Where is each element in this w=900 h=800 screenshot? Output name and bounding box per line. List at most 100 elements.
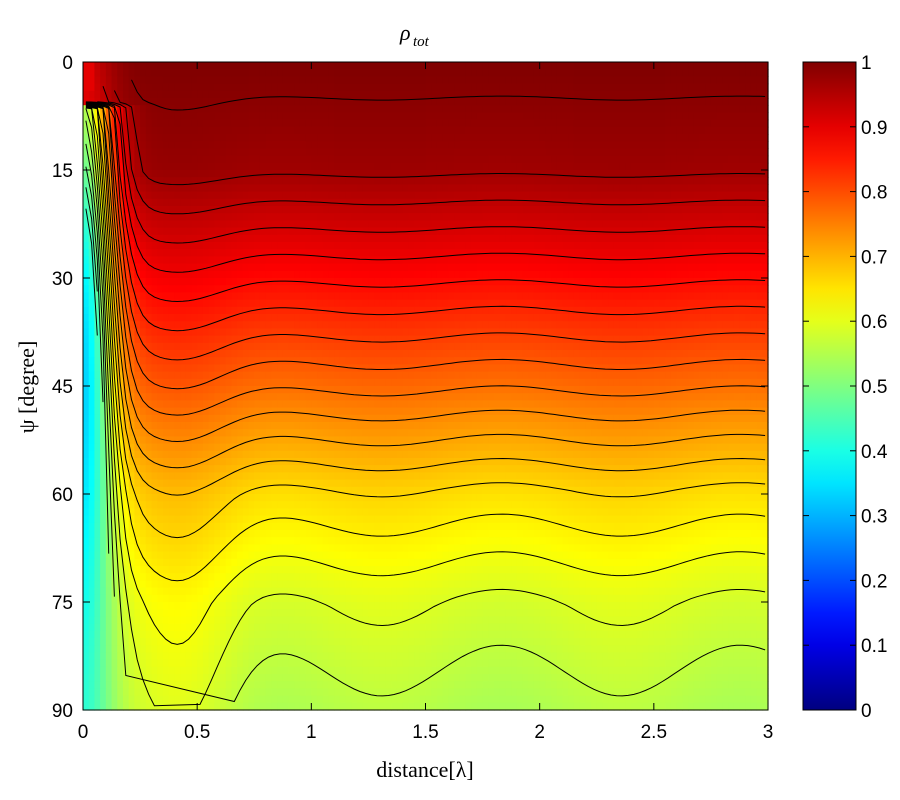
heatmap-cell (573, 306, 581, 315)
heatmap-cell (162, 184, 170, 193)
heatmap-cell (659, 328, 666, 337)
heatmap-cell (539, 328, 546, 337)
heatmap-cell (185, 278, 193, 286)
heatmap-cell (585, 256, 592, 265)
heatmap-cell (710, 98, 718, 106)
heatmap-cell (682, 191, 689, 200)
heatmap-cell (533, 350, 541, 358)
heatmap-cell (539, 335, 546, 344)
heatmap-cell (573, 112, 581, 121)
heatmap-cell (391, 184, 398, 193)
heatmap-cell (459, 76, 467, 85)
heatmap-cell (488, 62, 495, 70)
heatmap-cell (739, 220, 746, 229)
heatmap-cell (122, 234, 130, 243)
heatmap-cell (419, 206, 427, 214)
heatmap-cell (248, 278, 255, 286)
heatmap-cell (619, 170, 626, 178)
heatmap-cell (579, 350, 586, 358)
heatmap-cell (305, 177, 312, 185)
heatmap-cell (705, 206, 712, 214)
heatmap-cell (676, 321, 683, 329)
heatmap-cell (117, 119, 124, 128)
heatmap-cell (459, 184, 467, 193)
heatmap-cell (88, 155, 96, 164)
heatmap-cell (385, 184, 392, 193)
heatmap-cell (231, 148, 238, 157)
heatmap-cell (436, 134, 444, 142)
heatmap-cell (271, 292, 278, 301)
heatmap-cell (282, 134, 290, 142)
heatmap-cell (539, 69, 546, 77)
heatmap-cell (670, 191, 678, 200)
heatmap-cell (653, 170, 661, 178)
heatmap-cell (528, 278, 535, 286)
heatmap-cell (522, 148, 529, 157)
heatmap-cell (368, 227, 375, 236)
heatmap-cell (710, 126, 718, 135)
heatmap-cell (728, 328, 735, 337)
heatmap-cell (516, 342, 524, 351)
heatmap-cell (105, 184, 113, 193)
heatmap-cell (271, 256, 278, 265)
heatmap-cell (202, 105, 210, 113)
heatmap-cell (351, 342, 358, 351)
heatmap-cell (317, 213, 324, 221)
heatmap-cell (385, 335, 392, 344)
heatmap-cell (516, 184, 524, 193)
heatmap-cell (448, 256, 455, 265)
heatmap-cell (357, 249, 364, 257)
heatmap-cell (294, 292, 301, 301)
heatmap-cell (568, 242, 575, 250)
heatmap-cell (522, 184, 529, 193)
heatmap-cell (128, 256, 135, 265)
heatmap-cell (357, 83, 364, 92)
heatmap-cell (539, 342, 546, 351)
heatmap-cell (573, 162, 581, 171)
heatmap-cell (585, 148, 592, 157)
heatmap-cell (613, 234, 621, 243)
heatmap-cell (248, 256, 255, 265)
heatmap-cell (94, 170, 101, 178)
heatmap-cell (431, 69, 438, 77)
heatmap-cell (368, 213, 375, 221)
heatmap-cell (134, 285, 141, 293)
heatmap-cell (653, 342, 661, 351)
heatmap-cell (294, 198, 301, 207)
heatmap-cell (562, 184, 569, 193)
heatmap-cell (699, 249, 706, 257)
heatmap-cell (625, 141, 632, 149)
heatmap-cell (248, 105, 255, 113)
heatmap-cell (208, 335, 215, 344)
heatmap-cell (613, 105, 621, 113)
heatmap-cell (259, 249, 267, 257)
heatmap-cell (237, 177, 244, 185)
heatmap-cell (419, 278, 427, 286)
heatmap-cell (242, 141, 250, 149)
heatmap-cell (317, 112, 324, 121)
heatmap-cell (334, 278, 341, 286)
heatmap-cell (762, 198, 769, 207)
heatmap-cell (739, 76, 746, 85)
heatmap-cell (396, 242, 404, 250)
heatmap-cell (750, 321, 758, 329)
heatmap-cell (710, 335, 718, 344)
heatmap-cell (573, 328, 581, 337)
heatmap-cell (231, 76, 238, 85)
heatmap-cell (733, 198, 741, 207)
heatmap-cell (339, 98, 347, 106)
heatmap-cell (271, 191, 278, 200)
heatmap-cell (117, 335, 124, 344)
heatmap-cell (476, 249, 484, 257)
heatmap-cell (516, 162, 524, 171)
heatmap-cell (699, 90, 706, 99)
heatmap-cell (202, 328, 210, 337)
heatmap-cell (231, 119, 238, 128)
heatmap-cell (745, 83, 752, 92)
heatmap-cell (248, 270, 255, 279)
heatmap-cell (305, 335, 312, 344)
heatmap-cell (522, 227, 529, 236)
heatmap-cell (642, 335, 649, 344)
heatmap-cell (596, 213, 604, 221)
heatmap-cell (699, 306, 706, 315)
